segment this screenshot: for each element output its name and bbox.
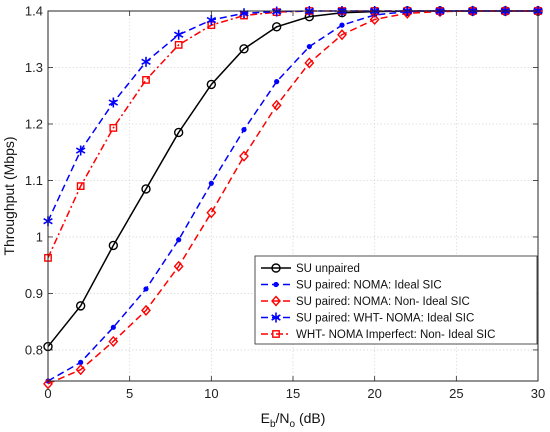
legend-label: SU paired: NOMA: Ideal SIC (296, 280, 442, 292)
data-point (110, 324, 116, 330)
data-point (75, 301, 86, 311)
legend-label: SU unpaired (296, 263, 360, 275)
data-point (176, 237, 182, 243)
y-tick-label: 1.3 (25, 60, 43, 75)
data-point (75, 364, 86, 376)
data-point (271, 99, 282, 111)
legend-box (254, 255, 538, 345)
legend-entry-1: SU unpaired (261, 263, 360, 275)
data-point (141, 184, 151, 194)
ticks: 0 5 10 15 20 25 30 0.8 0.9 1 1.1 1.2 1.3 1.4 (25, 4, 545, 402)
x-tick-label: 30 (531, 386, 545, 401)
data-point (108, 97, 119, 108)
y-tick-label: 1 (36, 229, 43, 244)
legend-marker (271, 295, 281, 307)
data-point (239, 8, 249, 19)
data-point (304, 57, 315, 69)
asterisk-stroke (108, 99, 119, 106)
y-axis-label: Throughput (Mbps) (1, 136, 17, 255)
x-tick-label: 15 (286, 386, 300, 401)
data-point (108, 335, 119, 348)
legend-entry-2: SU paired: NOMA: Ideal SIC (261, 280, 442, 292)
y-tick-label: 1.4 (25, 4, 43, 19)
data-point (76, 182, 85, 191)
legend-marker (273, 281, 279, 288)
data-point (274, 79, 280, 85)
legend-label: SU paired: NOMA: Non- Ideal SIC (296, 296, 470, 308)
x-tick-label: 25 (449, 386, 463, 401)
data-point (306, 43, 312, 50)
data-point (239, 150, 249, 162)
data-point (337, 29, 347, 41)
data-point (339, 22, 345, 28)
x-tick-label: 20 (367, 386, 381, 401)
legend-marker (271, 312, 281, 323)
legend-entry-3: SU paired: NOMA: Non- Ideal SIC (261, 295, 470, 308)
asterisk-stroke (239, 10, 249, 17)
data-point (141, 56, 151, 67)
legend-label: SU paired: WHT- NOMA: Ideal SIC (296, 313, 474, 325)
data-point (206, 79, 217, 90)
data-point (43, 378, 53, 390)
legend-marker (272, 330, 280, 338)
x-tick-label: 0 (44, 386, 51, 401)
data-point (271, 6, 282, 17)
data-point (206, 207, 217, 219)
asterisk-stroke (173, 31, 184, 38)
data-point (174, 40, 183, 49)
data-point (142, 76, 150, 84)
asterisk-stroke (141, 58, 151, 66)
data-point (108, 240, 119, 251)
x-tick-label: 10 (204, 386, 218, 401)
data-point (173, 260, 184, 272)
legend-marker (271, 263, 281, 273)
data-point (75, 145, 86, 156)
legend-entry-5: WHT- NOMA Imperfect: Non- Ideal SIC (261, 329, 495, 341)
legend-entry-4: SU paired: WHT- NOMA: Ideal SIC (261, 312, 474, 325)
data-point (78, 359, 84, 365)
asterisk-stroke (206, 16, 217, 24)
legend-label: WHT- NOMA Imperfect: Non- Ideal SIC (296, 329, 495, 341)
data-point (141, 304, 151, 316)
data-point (208, 180, 214, 186)
data-point (143, 286, 149, 292)
data-point (239, 44, 249, 54)
data-point (109, 124, 118, 132)
asterisk-stroke (271, 8, 282, 15)
y-tick-label: 0.9 (25, 286, 43, 301)
data-point (173, 29, 184, 40)
data-point (206, 15, 217, 26)
legend: SU unpaired SU paired: NOMA: Ideal SIC SU … (254, 255, 538, 345)
asterisk-stroke (75, 147, 86, 154)
y-tick-label: 0.8 (25, 342, 43, 357)
x-tick-label: 5 (126, 386, 133, 401)
asterisk-stroke (271, 314, 281, 321)
series-line (47, 10, 538, 385)
x-axis-label: Eb/No (dB) (261, 410, 326, 430)
data-point (271, 22, 282, 32)
y-tick-label: 1.2 (25, 116, 43, 131)
y-tick-label: 1.1 (25, 173, 43, 188)
data-point (369, 13, 380, 26)
data-point (241, 127, 247, 133)
data-point (173, 127, 184, 138)
